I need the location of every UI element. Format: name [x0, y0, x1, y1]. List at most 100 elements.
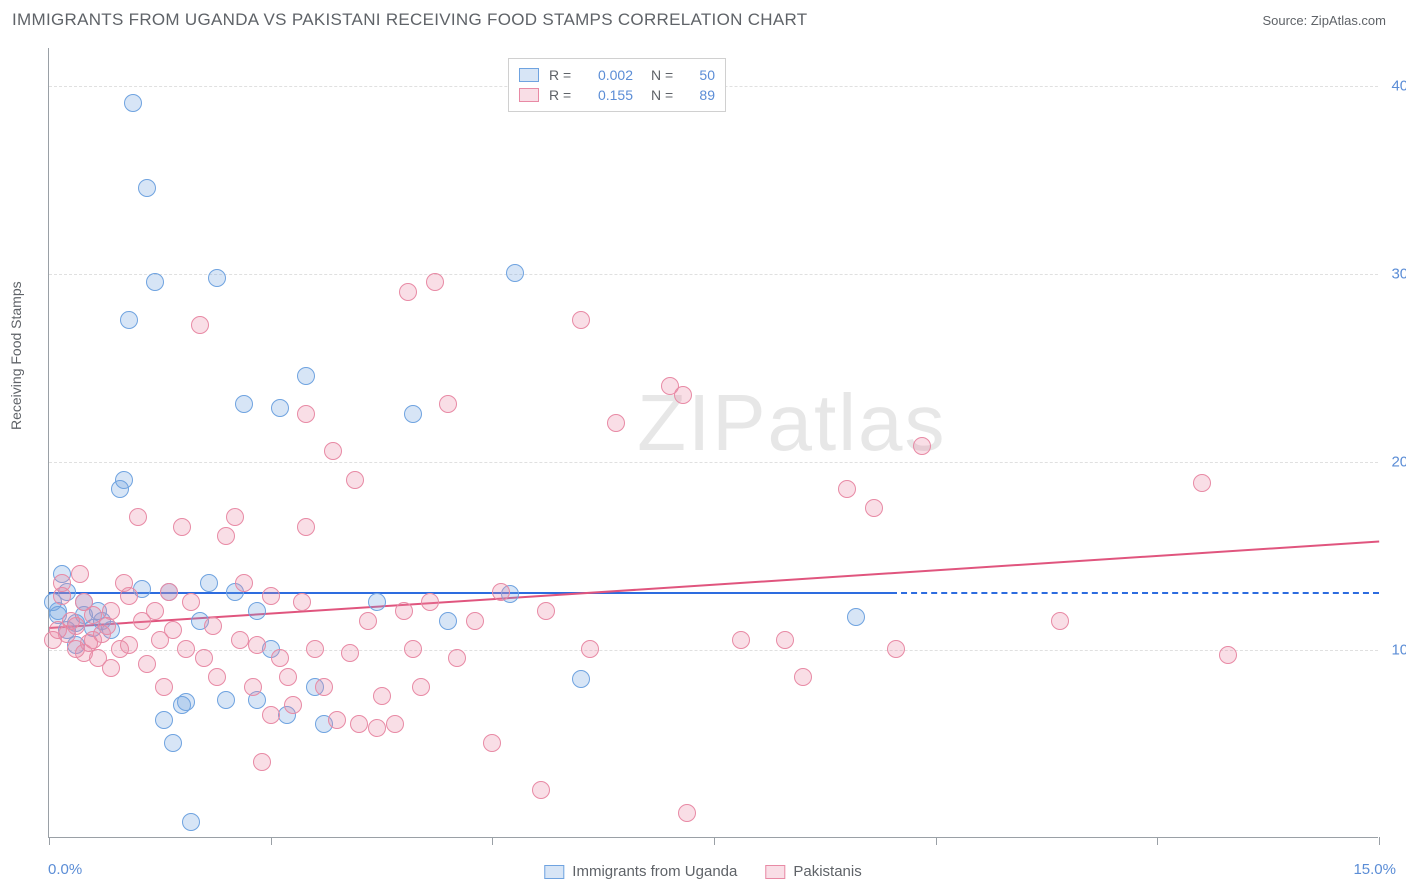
data-point [607, 414, 625, 432]
stat-n-label: N = [651, 67, 677, 83]
stat-r-label: R = [549, 87, 575, 103]
data-point [341, 644, 359, 662]
data-point [155, 711, 173, 729]
data-point [794, 668, 812, 686]
data-point [208, 668, 226, 686]
data-point [271, 399, 289, 417]
x-tick [1379, 837, 1380, 845]
chart-title: IMMIGRANTS FROM UGANDA VS PAKISTANI RECE… [12, 10, 807, 30]
data-point [182, 593, 200, 611]
data-point [262, 587, 280, 605]
y-tick-label: 40.0% [1391, 77, 1406, 94]
swatch-icon [519, 68, 539, 82]
data-point [120, 311, 138, 329]
data-point [124, 94, 142, 112]
x-tick [936, 837, 937, 845]
data-point [399, 283, 417, 301]
legend-item-pakistanis: Pakistanis [765, 863, 861, 880]
data-point [102, 659, 120, 677]
stat-legend-row: R =0.155N =89 [519, 85, 715, 105]
data-point [865, 499, 883, 517]
trend-line [49, 592, 1379, 594]
data-point [887, 640, 905, 658]
data-point [506, 264, 524, 282]
stat-n-value: 89 [687, 87, 715, 103]
data-point [913, 437, 931, 455]
data-point [146, 273, 164, 291]
data-point [412, 678, 430, 696]
data-point [1219, 646, 1237, 664]
data-point [235, 574, 253, 592]
data-point [395, 602, 413, 620]
data-point [328, 711, 346, 729]
data-point [315, 678, 333, 696]
x-tick [492, 837, 493, 845]
x-tick [714, 837, 715, 845]
data-point [776, 631, 794, 649]
y-tick-label: 30.0% [1391, 265, 1406, 282]
data-point [248, 636, 266, 654]
data-point [182, 813, 200, 831]
data-point [847, 608, 865, 626]
data-point [217, 527, 235, 545]
data-point [67, 617, 85, 635]
legend-label: Immigrants from Uganda [572, 863, 737, 880]
chart-plot-area: ZIPatlas 10.0%20.0%30.0%40.0% R = 0.002 N … [48, 48, 1378, 838]
x-axis-min-label: 0.0% [48, 861, 82, 878]
data-point [160, 583, 178, 601]
data-point [120, 636, 138, 654]
stat-r-label: R = [549, 67, 575, 83]
data-point [195, 649, 213, 667]
source-attribution: Source: ZipAtlas.com [1262, 13, 1386, 28]
data-point [71, 565, 89, 583]
data-point [466, 612, 484, 630]
data-point [129, 508, 147, 526]
data-point [306, 640, 324, 658]
data-point [279, 668, 297, 686]
data-point [248, 602, 266, 620]
data-point [102, 602, 120, 620]
data-point [674, 386, 692, 404]
plot-region: ZIPatlas 10.0%20.0%30.0%40.0% [48, 48, 1378, 838]
data-point [483, 734, 501, 752]
legend-item-uganda: Immigrants from Uganda [544, 863, 737, 880]
y-axis-title: Receiving Food Stamps [8, 281, 24, 430]
data-point [572, 311, 590, 329]
swatch-icon [519, 88, 539, 102]
gridline [49, 650, 1378, 651]
swatch-icon [765, 865, 785, 879]
data-point [231, 631, 249, 649]
data-point [120, 587, 138, 605]
x-tick [49, 837, 50, 845]
data-point [284, 696, 302, 714]
chart-header: IMMIGRANTS FROM UGANDA VS PAKISTANI RECE… [0, 0, 1406, 38]
data-point [217, 691, 235, 709]
data-point [164, 621, 182, 639]
data-point [439, 395, 457, 413]
data-point [204, 617, 222, 635]
stat-n-value: 50 [687, 67, 715, 83]
data-point [177, 693, 195, 711]
data-point [1193, 474, 1211, 492]
data-point [404, 640, 422, 658]
stat-r-value: 0.002 [585, 67, 633, 83]
data-point [439, 612, 457, 630]
data-point [173, 518, 191, 536]
data-point [346, 471, 364, 489]
data-point [359, 612, 377, 630]
data-point [581, 640, 599, 658]
data-point [177, 640, 195, 658]
data-point [115, 471, 133, 489]
data-point [492, 583, 510, 601]
data-point [537, 602, 555, 620]
data-point [271, 649, 289, 667]
data-point [297, 367, 315, 385]
data-point [191, 316, 209, 334]
legend-label: Pakistanis [793, 863, 861, 880]
data-point [253, 753, 271, 771]
data-point [448, 649, 466, 667]
data-point [53, 574, 71, 592]
data-point [421, 593, 439, 611]
series-legend: Immigrants from Uganda Pakistanis [544, 863, 861, 880]
x-axis-max-label: 15.0% [1353, 861, 1396, 878]
